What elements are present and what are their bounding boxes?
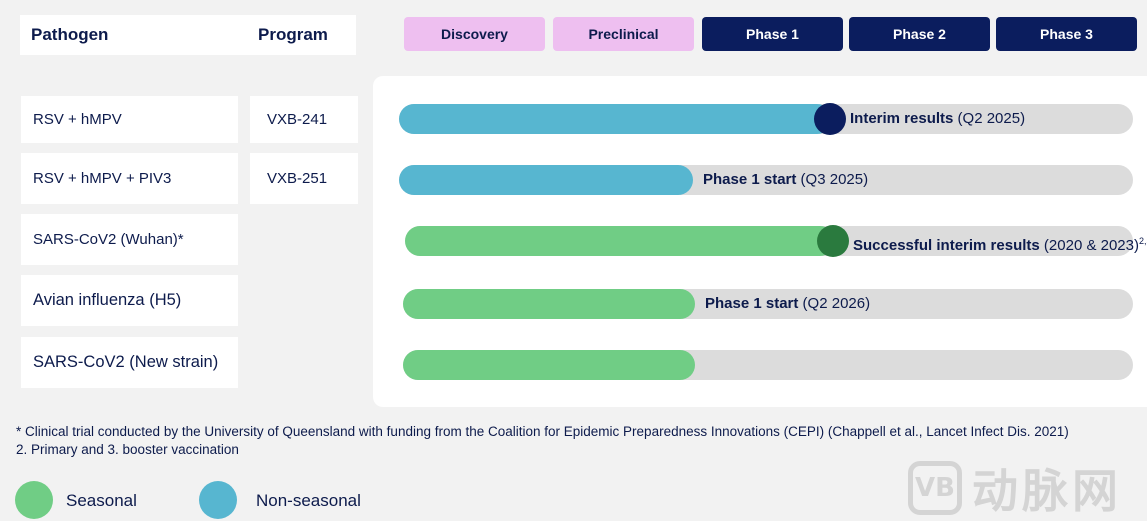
watermark-text: 动脉网 (972, 464, 1122, 518)
pathogen-cell: RSV + hMPV (21, 96, 238, 143)
program-name: VXB-251 (267, 170, 328, 187)
watermark: VB 动脉网 (908, 455, 1122, 521)
legend-non-seasonal-label: Non-seasonal (256, 491, 361, 510)
pathogen-name: RSV + hMPV (33, 111, 122, 128)
program-name: VXB-241 (267, 111, 328, 128)
pathogen-name: RSV + hMPV + PIV3 (33, 170, 172, 187)
program-cell: VXB-251 (250, 153, 358, 204)
milestone-label: Interim results (Q2 2025) (850, 104, 1025, 134)
milestone-label-bold: Phase 1 start (705, 295, 799, 312)
program-header-label: Program (258, 25, 328, 44)
milestone-label-detail: (Q2 2025) (953, 110, 1026, 127)
progress-fill (405, 226, 835, 256)
milestone-marker (814, 103, 846, 135)
milestone-marker (817, 225, 849, 257)
milestone-label-footnote-ref: 2,3 (1139, 236, 1147, 246)
progress-fill (399, 165, 693, 195)
pathogen-header: Pathogen Program (20, 15, 356, 55)
program-cell: VXB-241 (250, 96, 358, 143)
milestone-label-bold: Successful interim results (853, 237, 1040, 254)
progress-fill (399, 104, 832, 134)
pathogen-header-label: Pathogen (31, 25, 109, 44)
phase-header-phase3: Phase 3 (996, 17, 1137, 51)
pathogen-name: Avian influenza (H5) (33, 291, 182, 309)
milestone-label-bold: Phase 1 start (703, 171, 797, 188)
milestone-label-bold: Interim results (850, 110, 954, 127)
pathogen-name: SARS-CoV2 (Wuhan)* (33, 231, 184, 248)
phase-header-phase1: Phase 1 (702, 17, 843, 51)
watermark-logo-icon: VB (908, 461, 962, 515)
phase-header-preclinical: Preclinical (553, 17, 694, 51)
phase-header-discovery: Discovery (404, 17, 545, 51)
pathogen-cell: Avian influenza (H5) (21, 275, 238, 326)
milestone-label-detail: (2020 & 2023) (1039, 237, 1139, 254)
milestone-label: Phase 1 start (Q2 2026) (705, 289, 870, 319)
pathogen-cell: SARS-CoV2 (New strain) (21, 337, 238, 388)
pathogen-name: SARS-CoV2 (New strain) (33, 353, 219, 371)
phase-header-phase2: Phase 2 (849, 17, 990, 51)
legend-seasonal-swatch (15, 481, 53, 519)
milestone-label: Phase 1 start (Q3 2025) (703, 165, 868, 195)
legend-non-seasonal-swatch (199, 481, 237, 519)
milestone-label-detail: (Q2 2026) (798, 295, 871, 312)
progress-fill (403, 289, 695, 319)
progress-fill (403, 350, 695, 380)
footnote-1: * Clinical trial conducted by the Univer… (16, 424, 1069, 439)
legend-seasonal-label: Seasonal (66, 491, 137, 510)
footnote-2: 2. Primary and 3. booster vaccination (16, 442, 239, 457)
milestone-label: Successful interim results (2020 & 2023)… (853, 226, 1147, 261)
milestone-label-detail: (Q3 2025) (796, 171, 869, 188)
pathogen-cell: RSV + hMPV + PIV3 (21, 153, 238, 204)
pathogen-cell: SARS-CoV2 (Wuhan)* (21, 214, 238, 265)
